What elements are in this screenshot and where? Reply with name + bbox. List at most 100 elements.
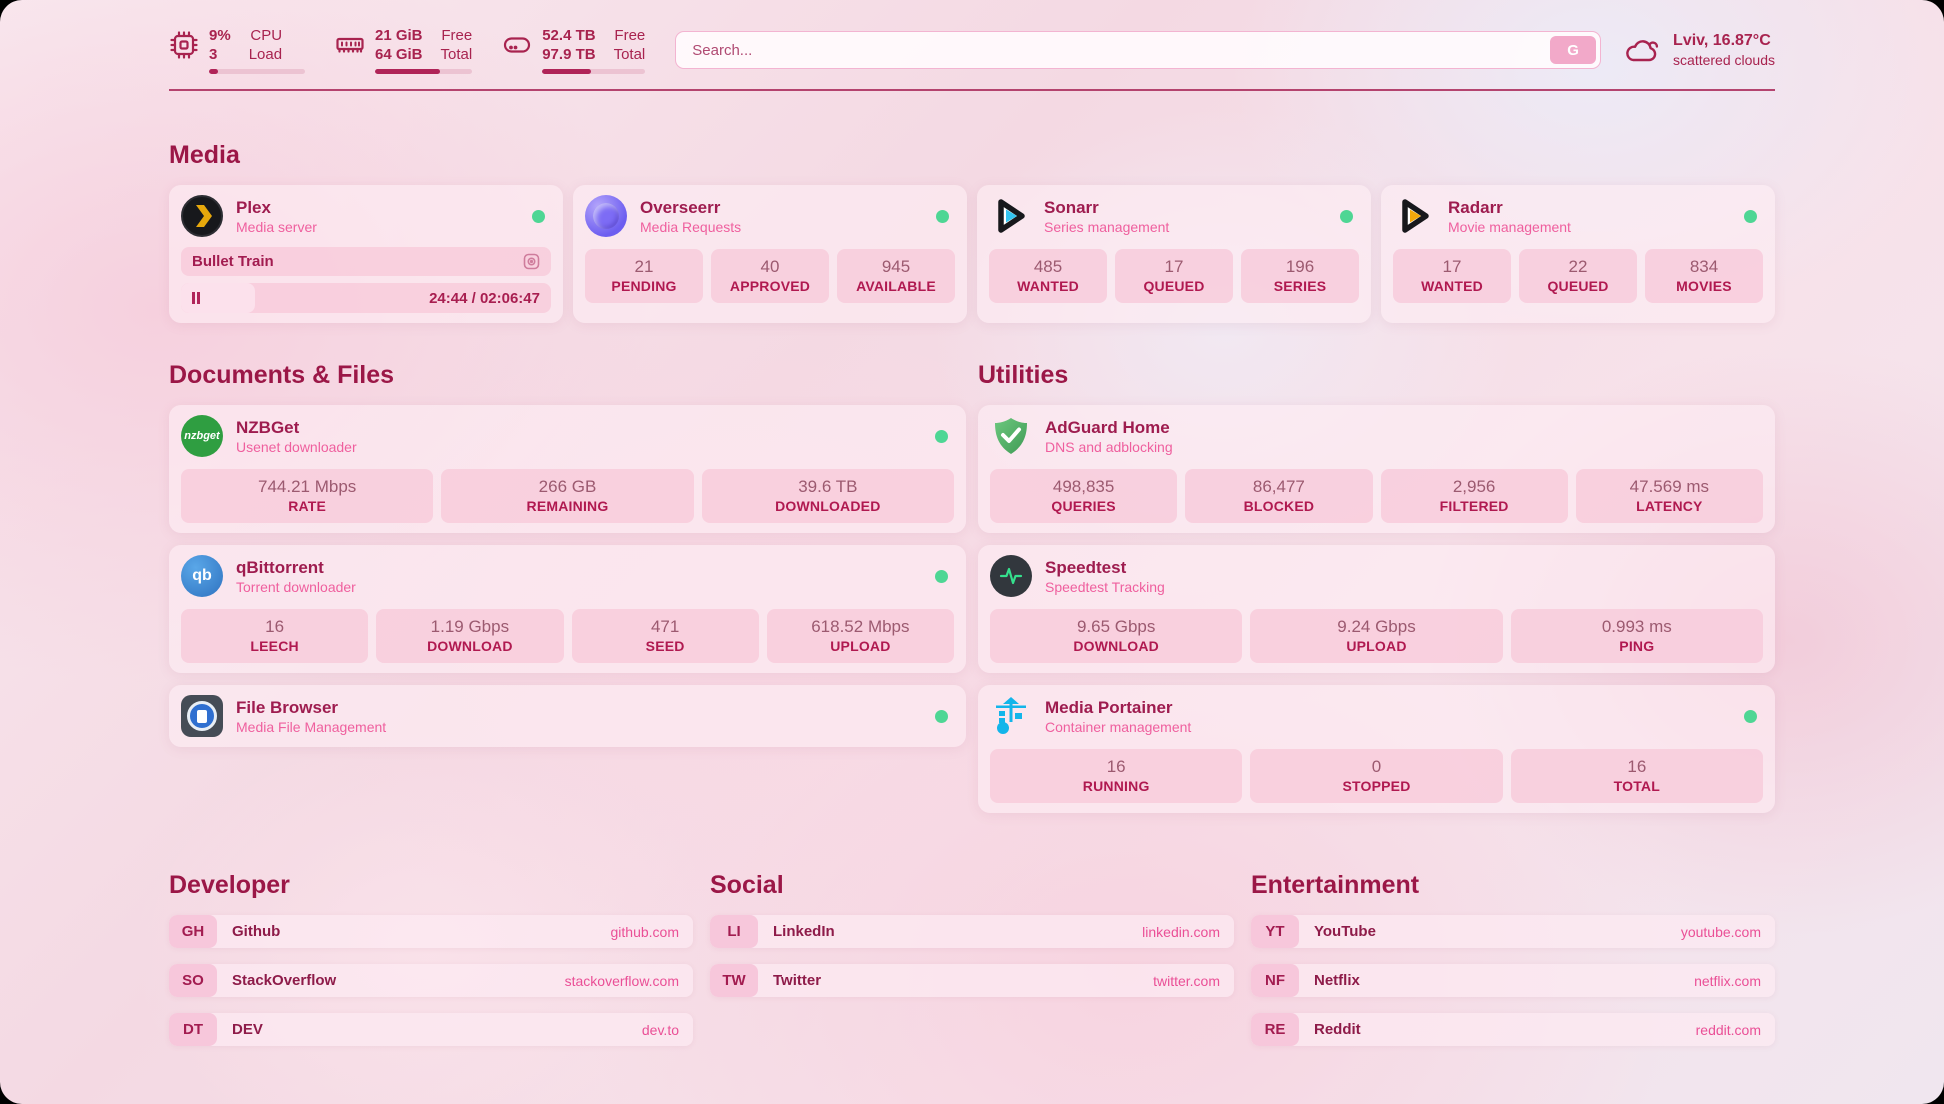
stat-label: AVAILABLE bbox=[856, 278, 936, 294]
stat-label: TOTAL bbox=[1613, 778, 1660, 794]
app-desc: Torrent downloader bbox=[236, 578, 356, 595]
ram-label-total: Total bbox=[440, 46, 473, 63]
link-abbr: RE bbox=[1251, 1013, 1299, 1046]
search-input[interactable] bbox=[675, 31, 1602, 69]
ram-progress-bar bbox=[375, 69, 473, 74]
stat-value: 834 bbox=[1689, 257, 1719, 276]
stat-label: RUNNING bbox=[1082, 778, 1150, 794]
stat-queries: 498,835 QUERIES bbox=[990, 469, 1178, 523]
stat-queued: 17 QUEUED bbox=[1115, 249, 1233, 303]
link-name: Reddit bbox=[1314, 1021, 1361, 1038]
ram-label-free: Free bbox=[441, 27, 473, 44]
stat-value: 945 bbox=[881, 257, 911, 276]
plex-card[interactable]: Plex Media server Bullet Train 24:44 / 0… bbox=[169, 185, 563, 323]
disk-label-free: Free bbox=[614, 27, 646, 44]
cpu-progress-bar bbox=[209, 69, 305, 74]
link-url: dev.to bbox=[641, 1021, 679, 1038]
link-linkedin[interactable]: LI LinkedIn linkedin.com bbox=[710, 915, 1234, 948]
link-abbr: DT bbox=[169, 1013, 217, 1046]
stat-label: QUEUED bbox=[1143, 278, 1205, 294]
radarr-icon bbox=[1402, 199, 1429, 233]
link-twitter[interactable]: TW Twitter twitter.com bbox=[710, 964, 1234, 997]
stat-queued: 22 QUEUED bbox=[1519, 249, 1637, 303]
cpu-label-2: Load bbox=[248, 46, 283, 63]
stat-label: APPROVED bbox=[729, 278, 811, 294]
stat-latency: 47.569 ms LATENCY bbox=[1575, 469, 1763, 523]
search-engine-button[interactable]: G bbox=[1550, 36, 1597, 64]
nzbget-card[interactable]: nzbget NZBGet Usenet downloader 744.21 M… bbox=[169, 405, 966, 533]
cpu-stat-group: 9% 3 CPU Load bbox=[169, 26, 305, 74]
link-youtube[interactable]: YT YouTube youtube.com bbox=[1251, 915, 1775, 948]
ram-value-free: 21 GiB bbox=[375, 27, 423, 44]
stat-value: 471 bbox=[650, 617, 680, 636]
radarr-card[interactable]: Radarr Movie management 17 WANTED 22 QUE… bbox=[1381, 185, 1775, 323]
stat-label: DOWNLOAD bbox=[427, 638, 513, 654]
app-desc: Usenet downloader bbox=[236, 438, 357, 455]
status-dot bbox=[935, 569, 948, 583]
stat-value: 17 bbox=[1164, 257, 1184, 276]
overseerr-card[interactable]: Overseerr Media Requests 21 PENDING 40 A… bbox=[573, 185, 967, 323]
app-name: Media Portainer bbox=[1045, 697, 1173, 717]
stat-pending: 21 PENDING bbox=[585, 249, 703, 303]
stat-value: 16 bbox=[1627, 757, 1647, 776]
link-reddit[interactable]: RE Reddit reddit.com bbox=[1251, 1013, 1775, 1046]
link-url: reddit.com bbox=[1695, 1021, 1761, 1038]
section-title-utilities: Utilities bbox=[978, 361, 1069, 389]
stat-upload: 9.24 Gbps UPLOAD bbox=[1250, 609, 1503, 663]
pause-icon[interactable] bbox=[192, 292, 200, 304]
stat-label: UPLOAD bbox=[1346, 638, 1407, 654]
disk-progress-bar bbox=[542, 69, 646, 74]
cpu-icon bbox=[170, 31, 198, 59]
app-name: NZBGet bbox=[236, 417, 300, 437]
cpu-progress-fill bbox=[209, 69, 218, 74]
link-dev[interactable]: DT DEV dev.to bbox=[169, 1013, 693, 1046]
stat-value: 40 bbox=[760, 257, 780, 276]
speedtest-card[interactable]: Speedtest Speedtest Tracking 9.65 Gbps D… bbox=[978, 545, 1775, 673]
link-netflix[interactable]: NF Netflix netflix.com bbox=[1251, 964, 1775, 997]
app-desc: Media server bbox=[236, 218, 317, 235]
app-desc: Media File Management bbox=[236, 718, 387, 735]
stat-value: 21 bbox=[634, 257, 654, 276]
qbittorrent-card[interactable]: qb qBittorrent Torrent downloader 16 LEE… bbox=[169, 545, 966, 673]
link-abbr: GH bbox=[169, 915, 217, 948]
link-abbr: NF bbox=[1251, 964, 1299, 997]
stat-label: DOWNLOAD bbox=[1073, 638, 1159, 654]
stat-label: WANTED bbox=[1421, 278, 1483, 294]
portainer-card[interactable]: Media Portainer Container management 16 … bbox=[978, 685, 1775, 813]
link-github[interactable]: GH Github github.com bbox=[169, 915, 693, 948]
link-url: linkedin.com bbox=[1142, 923, 1220, 940]
stat-value: 0 bbox=[1371, 757, 1382, 776]
now-playing-title: Bullet Train bbox=[192, 253, 274, 270]
stat-value: 86,477 bbox=[1252, 477, 1305, 496]
stat-label: LEECH bbox=[250, 638, 299, 654]
link-url: twitter.com bbox=[1153, 972, 1220, 989]
stat-total: 16 TOTAL bbox=[1510, 749, 1763, 803]
link-url: youtube.com bbox=[1680, 923, 1761, 940]
cast-icon[interactable] bbox=[523, 253, 540, 270]
stat-label: SEED bbox=[645, 638, 685, 654]
speedtest-icon bbox=[990, 555, 1032, 597]
stat-value: 196 bbox=[1285, 257, 1315, 276]
weather-location-temp: Lviv, 16.87°C bbox=[1673, 32, 1771, 49]
stat-series: 196 SERIES bbox=[1241, 249, 1359, 303]
disk-progress-fill bbox=[542, 69, 591, 74]
stat-leech: 16 LEECH bbox=[181, 609, 369, 663]
social-section: Social LI LinkedIn linkedin.com TW Twitt… bbox=[710, 871, 1234, 997]
stat-value: 47.569 ms bbox=[1629, 477, 1710, 496]
adguard-card[interactable]: AdGuard Home DNS and adblocking 498,835 … bbox=[978, 405, 1775, 533]
stat-value: 2,956 bbox=[1452, 477, 1496, 496]
stat-label: UPLOAD bbox=[830, 638, 891, 654]
app-desc: DNS and adblocking bbox=[1045, 438, 1173, 455]
link-name: DEV bbox=[232, 1021, 263, 1038]
plex-now-playing-row: Bullet Train bbox=[181, 247, 551, 276]
sonarr-card[interactable]: Sonarr Series management 485 WANTED 17 Q… bbox=[977, 185, 1371, 323]
section-title-media: Media bbox=[169, 141, 240, 169]
app-name: File Browser bbox=[236, 697, 339, 717]
stat-value: 22 bbox=[1568, 257, 1588, 276]
stat-running: 16 RUNNING bbox=[990, 749, 1243, 803]
filebrowser-card[interactable]: File Browser Media File Management bbox=[169, 685, 966, 747]
link-stackoverflow[interactable]: SO StackOverflow stackoverflow.com bbox=[169, 964, 693, 997]
stat-label: FILTERED bbox=[1439, 498, 1509, 514]
filebrowser-icon bbox=[181, 695, 223, 737]
